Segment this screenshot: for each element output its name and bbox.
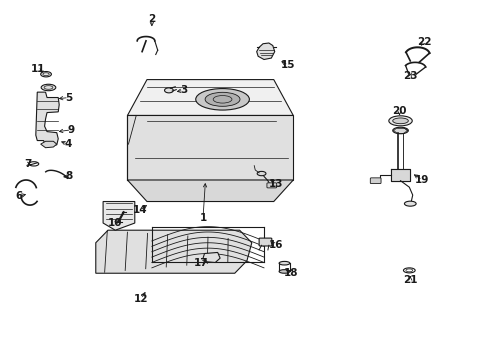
Text: 7: 7 [24, 159, 31, 169]
Polygon shape [256, 43, 274, 59]
Ellipse shape [279, 270, 289, 273]
Ellipse shape [404, 201, 415, 206]
Ellipse shape [279, 261, 289, 265]
Ellipse shape [392, 127, 407, 134]
Ellipse shape [204, 92, 240, 106]
Text: 1: 1 [199, 213, 206, 222]
Polygon shape [127, 80, 293, 116]
Polygon shape [41, 141, 57, 148]
Text: 2: 2 [148, 14, 155, 24]
Polygon shape [203, 252, 220, 262]
Polygon shape [96, 230, 251, 273]
Ellipse shape [41, 84, 56, 91]
Polygon shape [390, 169, 409, 181]
Text: 17: 17 [194, 258, 208, 268]
FancyBboxPatch shape [259, 238, 271, 246]
Ellipse shape [257, 171, 265, 176]
Ellipse shape [41, 72, 51, 77]
Text: 16: 16 [268, 240, 283, 250]
Ellipse shape [164, 88, 173, 93]
Text: 22: 22 [416, 37, 430, 47]
FancyBboxPatch shape [369, 178, 380, 184]
Text: 19: 19 [414, 175, 429, 185]
Text: 3: 3 [180, 85, 187, 95]
Polygon shape [103, 202, 135, 230]
Text: 20: 20 [391, 106, 406, 116]
Text: 12: 12 [134, 294, 148, 304]
Text: 8: 8 [65, 171, 72, 181]
Text: 23: 23 [402, 71, 417, 81]
Text: 9: 9 [68, 125, 75, 135]
Text: 11: 11 [30, 64, 45, 74]
Text: 5: 5 [65, 93, 72, 103]
Polygon shape [127, 180, 293, 202]
Text: 6: 6 [16, 191, 23, 201]
FancyBboxPatch shape [266, 183, 276, 188]
Polygon shape [36, 92, 59, 145]
Text: 21: 21 [402, 275, 417, 285]
Polygon shape [127, 116, 293, 180]
Text: 4: 4 [64, 139, 72, 149]
Text: 10: 10 [108, 218, 122, 228]
Ellipse shape [195, 89, 249, 110]
Text: 18: 18 [283, 268, 298, 278]
Text: 13: 13 [268, 179, 283, 189]
Ellipse shape [392, 118, 407, 124]
Text: 14: 14 [132, 206, 147, 216]
Text: 15: 15 [281, 60, 295, 70]
Ellipse shape [388, 116, 411, 126]
